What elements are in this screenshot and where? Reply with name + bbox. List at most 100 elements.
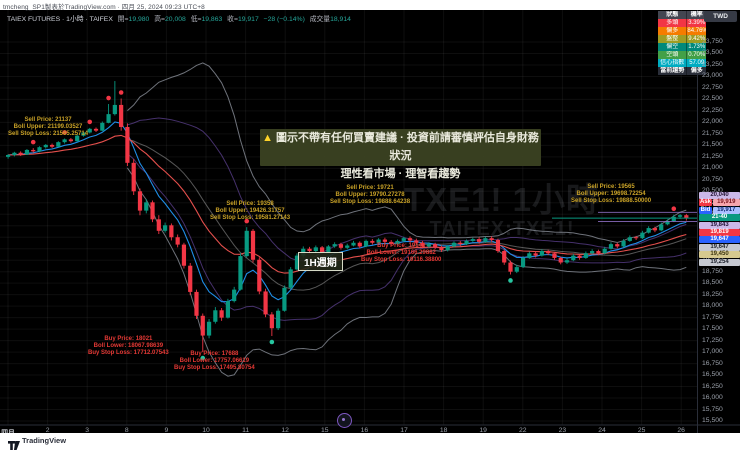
price-tag: 19,843 <box>699 222 740 229</box>
price-tick: 18,500 <box>702 279 738 286</box>
price-tick: 16,000 <box>702 394 738 401</box>
status-label: 盤整 <box>658 35 687 43</box>
high-label: 高= <box>154 16 165 23</box>
currency-label[interactable]: TWD <box>704 11 737 22</box>
price-tag-value: 19,917 <box>713 207 740 214</box>
price-tick: 23,000 <box>702 72 738 79</box>
price-tick: 23,500 <box>702 49 738 56</box>
period-label: 1H週期 <box>298 252 343 271</box>
price-tick: 17,000 <box>702 348 738 355</box>
price-tick: 16,500 <box>702 371 738 378</box>
price-tick: 21,500 <box>702 141 738 148</box>
price-tick: 22,250 <box>702 107 738 114</box>
volume-label: 成交量 <box>310 16 330 23</box>
price-tick: 20,750 <box>702 176 738 183</box>
price-tick: 21,250 <box>702 153 738 160</box>
price-tag-prefix: Bid <box>699 207 712 214</box>
price-tag-value: 21-40 <box>699 214 740 221</box>
status-label: 偏多 <box>658 27 687 35</box>
symbol-legend[interactable]: TAIEX FUTURES · 1小時 · TAIFEX 開=19,980 高=… <box>7 13 351 23</box>
close-label: 收= <box>227 16 238 23</box>
price-tick: 16,750 <box>702 360 738 367</box>
status-value: 84.76% <box>687 27 706 35</box>
status-table-row: 當前趨勢偏多 <box>658 67 706 75</box>
status-label: 空頭 <box>658 51 687 59</box>
price-tag: 19,450 <box>699 251 740 258</box>
price-tag-value: 19,843 <box>699 222 740 229</box>
high-value: 20,008 <box>165 16 186 23</box>
price-tag: 19,647 <box>699 244 740 251</box>
price-tag: 19,647 <box>699 236 740 243</box>
tradingview-logo-icon[interactable] <box>8 437 20 455</box>
low-value: 19,863 <box>201 16 222 23</box>
status-label: 信心指數 <box>658 59 687 67</box>
price-tick: 23,750 <box>702 38 738 45</box>
price-tag-value: 19,254 <box>699 259 740 266</box>
tradingview-brand[interactable]: TradingView <box>22 436 66 445</box>
price-tick: 22,500 <box>702 95 738 102</box>
price-tag-value: 19,919 <box>713 199 740 206</box>
price-tick: 18,000 <box>702 302 738 309</box>
event-marker-icon[interactable] <box>337 413 352 428</box>
attribution-text: tmcheng_SP1製表於TradingView.com · 四月 25, 2… <box>3 1 205 11</box>
volume-value: 18,914 <box>330 16 351 23</box>
price-tick: 17,750 <box>702 314 738 321</box>
status-label: 多頭 <box>658 19 687 27</box>
price-tag: 20,040 <box>699 192 740 199</box>
watermark-exchange: TAIFEX:TXE1! <box>352 219 652 239</box>
price-tag-prefix: Ask <box>699 199 712 206</box>
price-tag-value: 19,819 <box>699 229 740 236</box>
price-tag: 21-40 <box>699 214 740 221</box>
close-value: 19,917 <box>238 16 259 23</box>
price-tick: 18,750 <box>702 268 738 275</box>
price-tick: 21,000 <box>702 164 738 171</box>
status-table-row: 狀態機率 <box>658 11 706 19</box>
price-tick: 22,750 <box>702 84 738 91</box>
price-tick: 16,250 <box>702 383 738 390</box>
footer: TradingView <box>0 433 740 450</box>
status-label: 當前趨勢 <box>658 67 687 75</box>
price-tag-value: 20,040 <box>699 192 740 199</box>
price-tick: 22,000 <box>702 118 738 125</box>
price-tick: 21,750 <box>702 130 738 137</box>
price-tag-value: 19,450 <box>699 251 740 258</box>
price-tag: 19,254 <box>699 259 740 266</box>
price-tick: 15,750 <box>702 406 738 413</box>
price-tag-value: 19,647 <box>699 236 740 243</box>
disclaimer-line1: ▲圖示不帶有任何買賣建議 · 投資前請審慎評估自身財務狀況 <box>260 129 541 165</box>
price-tick: 18,250 <box>702 291 738 298</box>
price-tick: 17,250 <box>702 337 738 344</box>
price-tick: 23,250 <box>702 61 738 68</box>
price-tick: 15,500 <box>702 417 738 424</box>
open-value: 19,980 <box>129 16 150 23</box>
low-label: 低= <box>191 16 202 23</box>
price-tick: 17,500 <box>702 325 738 332</box>
symbol-title[interactable]: TAIEX FUTURES · 1小時 · TAIFEX <box>7 16 113 23</box>
status-label: 偏空 <box>658 43 687 51</box>
change-value: −28 (−0.14%) <box>264 16 305 23</box>
disclaimer-line2: 理性看市場 · 理智看趨勢 <box>260 165 541 183</box>
status-label: 狀態 <box>658 11 687 19</box>
price-tag-value: 19,647 <box>699 244 740 251</box>
warning-icon: ▲ <box>262 132 273 144</box>
open-label: 開= <box>118 16 129 23</box>
disclaimer-box: ▲圖示不帶有任何買賣建議 · 投資前請審慎評估自身財務狀況 理性看市場 · 理智… <box>260 129 541 166</box>
price-tag: 19,819 <box>699 229 740 236</box>
